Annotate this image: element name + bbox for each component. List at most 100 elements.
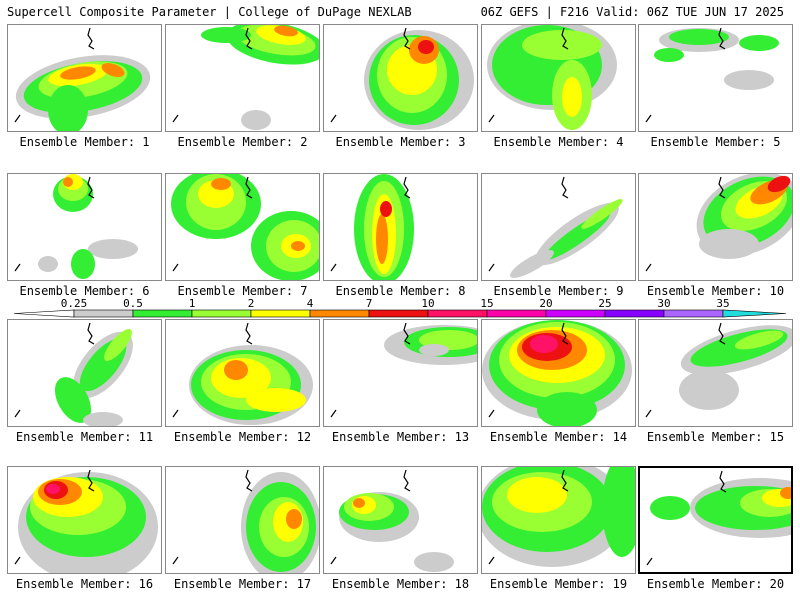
scp-field [488, 176, 623, 278]
ensemble-member-map-19 [481, 466, 636, 574]
coastline [403, 27, 411, 50]
coastline [718, 176, 726, 199]
scp-field [172, 322, 313, 425]
colorbar-tick-label: 35 [716, 297, 729, 310]
scp-contour [286, 509, 302, 529]
scp-field [14, 27, 151, 131]
ensemble-member-label: Ensemble Member: 13 [331, 430, 470, 444]
coastline [718, 27, 726, 50]
ensemble-member-map-5 [638, 24, 793, 132]
scp-contour [224, 360, 248, 380]
model-run-info: 06Z GEFS | F216 Valid: 06Z TUE JUN 17 20… [480, 5, 784, 19]
scp-field [645, 322, 792, 418]
ensemble-member-map-13 [323, 319, 478, 427]
scp-contour [46, 484, 60, 494]
coastline [488, 263, 495, 272]
scp-contour [419, 344, 449, 356]
ensemble-member-label: Ensemble Member: 16 [15, 577, 154, 591]
ensemble-member-map-17 [165, 466, 320, 574]
ensemble-member-map-9 [481, 173, 636, 281]
coastline [14, 263, 21, 272]
scp-contour [780, 487, 791, 499]
ensemble-member-label: Ensemble Member: 15 [646, 430, 785, 444]
ensemble-member-label: Ensemble Member: 7 [177, 284, 308, 298]
coastline [403, 322, 411, 345]
coastline [561, 322, 569, 345]
colorbar-tick-label: 30 [657, 297, 670, 310]
coastline [561, 176, 569, 199]
coastline [330, 556, 337, 565]
scp-field [171, 174, 319, 280]
ensemble-member-map-18 [323, 466, 478, 574]
scp-contour [201, 27, 251, 43]
ensemble-member-label: Ensemble Member: 12 [173, 430, 312, 444]
colorbar-tick-label: 25 [598, 297, 611, 310]
scp-field [330, 322, 477, 418]
coastline [403, 176, 411, 199]
colorbar-segment [191, 309, 252, 318]
colorbar-tick-label: 20 [539, 297, 552, 310]
coastline [87, 469, 95, 492]
coastline [172, 556, 179, 565]
coastline [488, 114, 495, 123]
ensemble-member-map-11 [7, 319, 162, 427]
colorbar-tick-label: 15 [480, 297, 493, 310]
scp-contour [739, 35, 779, 51]
colorbar-segment [132, 309, 193, 318]
scp-contour [104, 329, 132, 361]
colorbar-tick-label: 10 [421, 297, 434, 310]
coastline [14, 409, 21, 418]
scp-field [14, 469, 158, 573]
colorbar-segment [663, 309, 724, 318]
colorbar-tick-label: 0.25 [61, 297, 88, 310]
ensemble-member-label: Ensemble Member: 11 [15, 430, 154, 444]
color-scale-bar: 0.25 0.5 1 2 4 7 10 15 20 25 30 35 [13, 297, 787, 318]
ensemble-member-map-2 [165, 24, 320, 132]
scp-contour [211, 178, 231, 190]
coastline [245, 322, 253, 345]
colorbar-segment [545, 309, 606, 318]
colorbar-segment [486, 309, 547, 318]
scp-contour [537, 392, 597, 426]
ensemble-member-label: Ensemble Member: 9 [493, 284, 624, 298]
colorbar-tick-label: 1 [189, 297, 196, 310]
scp-contour [654, 48, 684, 62]
scp-contour [699, 229, 759, 259]
scp-field [14, 322, 133, 426]
coastline [14, 114, 21, 123]
coastline [87, 176, 95, 199]
scp-contour [507, 477, 567, 513]
colorbar-tick-label: 0.5 [123, 297, 143, 310]
coastline [87, 322, 95, 345]
scp-contour [418, 40, 434, 54]
coastline [245, 176, 253, 199]
ensemble-member-map-14 [481, 319, 636, 427]
scp-field [645, 174, 792, 272]
scp-field [482, 467, 635, 567]
scp-contour [669, 29, 729, 45]
scp-contour [734, 330, 784, 350]
ensemble-member-map-6 [7, 173, 162, 281]
colorbar-tick-label: 4 [307, 297, 314, 310]
ensemble-member-label: Ensemble Member: 14 [489, 430, 628, 444]
coastline [245, 469, 253, 492]
ensemble-member-map-15 [638, 319, 793, 427]
scp-contour [724, 70, 774, 90]
ensemble-member-map-12 [165, 319, 320, 427]
colorbar-segment [427, 309, 488, 318]
page-title: Supercell Composite Parameter | College … [7, 5, 412, 19]
coastline [172, 263, 179, 272]
coastline [488, 556, 495, 565]
colorbar-tick-label: 7 [366, 297, 373, 310]
ensemble-member-map-1 [7, 24, 162, 132]
scp-contour [530, 335, 558, 353]
scp-field [330, 174, 414, 280]
coastline [645, 409, 652, 418]
scp-field [172, 25, 319, 130]
scp-contour [650, 496, 690, 520]
ensemble-member-label: Ensemble Member: 5 [650, 135, 781, 149]
ensemble-member-label: Ensemble Member: 10 [646, 284, 785, 298]
ensemble-member-label: Ensemble Member: 6 [19, 284, 150, 298]
scp-field [14, 174, 138, 279]
ensemble-member-label: Ensemble Member: 4 [493, 135, 624, 149]
